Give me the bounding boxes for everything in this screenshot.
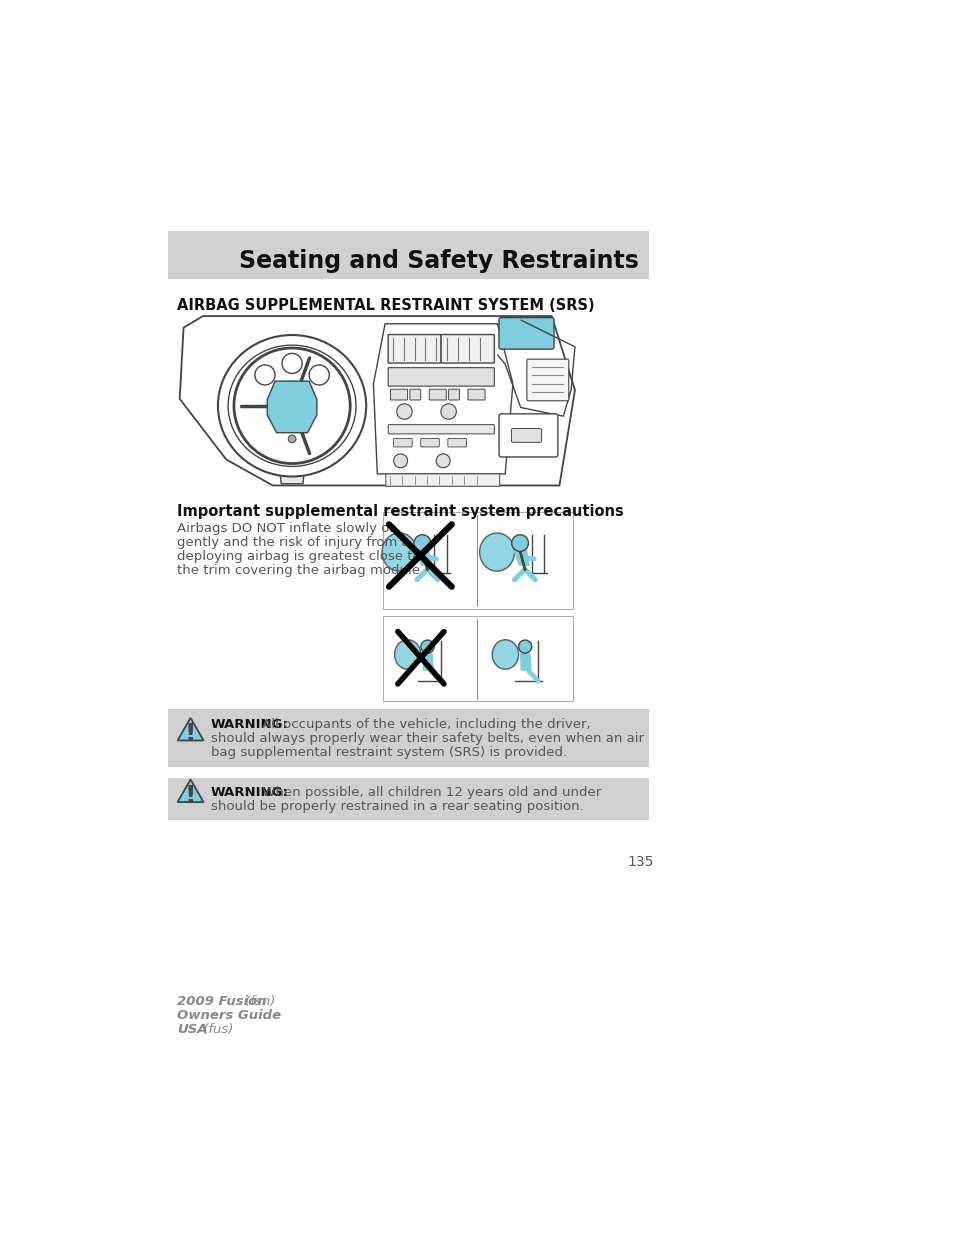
Ellipse shape — [395, 640, 420, 669]
Polygon shape — [415, 550, 432, 566]
Circle shape — [268, 382, 316, 430]
Text: USA: USA — [177, 1023, 208, 1036]
FancyBboxPatch shape — [410, 389, 420, 400]
Text: Owners Guide: Owners Guide — [177, 1009, 281, 1023]
Polygon shape — [179, 316, 575, 485]
Text: should be properly restrained in a rear seating position.: should be properly restrained in a rear … — [211, 799, 583, 813]
Polygon shape — [267, 382, 316, 432]
Circle shape — [309, 366, 329, 385]
Text: should always properly wear their safety belts, even when an air: should always properly wear their safety… — [211, 732, 643, 745]
Polygon shape — [513, 550, 529, 566]
Text: AIRBAG SUPPLEMENTAL RESTRAINT SYSTEM (SRS): AIRBAG SUPPLEMENTAL RESTRAINT SYSTEM (SR… — [177, 299, 595, 314]
Text: Important supplemental restraint system precautions: Important supplemental restraint system … — [177, 504, 623, 519]
Circle shape — [394, 454, 407, 468]
Ellipse shape — [228, 345, 355, 467]
Text: WARNING:: WARNING: — [211, 718, 288, 731]
Circle shape — [440, 404, 456, 419]
FancyBboxPatch shape — [168, 709, 648, 767]
FancyBboxPatch shape — [447, 438, 466, 447]
Ellipse shape — [217, 335, 366, 477]
Circle shape — [282, 353, 302, 373]
FancyBboxPatch shape — [390, 389, 407, 400]
Polygon shape — [519, 653, 531, 671]
Circle shape — [396, 404, 412, 419]
Circle shape — [511, 535, 528, 551]
FancyBboxPatch shape — [468, 389, 484, 400]
FancyBboxPatch shape — [168, 231, 648, 279]
FancyBboxPatch shape — [394, 438, 412, 447]
Circle shape — [288, 435, 295, 442]
Text: When possible, all children 12 years old and under: When possible, all children 12 years old… — [257, 785, 600, 799]
Ellipse shape — [492, 640, 518, 669]
FancyBboxPatch shape — [388, 425, 494, 433]
Text: 135: 135 — [627, 855, 654, 869]
Ellipse shape — [479, 534, 514, 571]
FancyBboxPatch shape — [448, 389, 459, 400]
Text: 2009 Fusion: 2009 Fusion — [177, 995, 267, 1008]
FancyBboxPatch shape — [385, 474, 499, 487]
Polygon shape — [373, 324, 513, 474]
Circle shape — [254, 366, 274, 385]
FancyBboxPatch shape — [511, 429, 541, 442]
FancyBboxPatch shape — [429, 389, 446, 400]
Circle shape — [518, 640, 531, 653]
FancyBboxPatch shape — [498, 414, 558, 457]
Text: gently and the risk of injury from a: gently and the risk of injury from a — [177, 536, 410, 550]
Circle shape — [420, 640, 434, 653]
Text: !: ! — [185, 722, 196, 746]
FancyBboxPatch shape — [168, 778, 648, 820]
FancyBboxPatch shape — [382, 513, 572, 609]
Polygon shape — [422, 653, 434, 671]
FancyBboxPatch shape — [388, 335, 494, 363]
Text: (fus): (fus) — [199, 1023, 233, 1036]
FancyBboxPatch shape — [388, 368, 494, 387]
Text: Seating and Safety Restraints: Seating and Safety Restraints — [239, 249, 639, 273]
Polygon shape — [177, 718, 203, 741]
Circle shape — [414, 535, 431, 551]
Circle shape — [233, 348, 350, 463]
Text: the trim covering the airbag module.: the trim covering the airbag module. — [177, 564, 424, 577]
FancyBboxPatch shape — [420, 438, 439, 447]
Text: (fsn): (fsn) — [241, 995, 275, 1008]
Text: All occupants of the vehicle, including the driver,: All occupants of the vehicle, including … — [257, 718, 590, 731]
Text: Airbags DO NOT inflate slowly or: Airbags DO NOT inflate slowly or — [177, 522, 395, 536]
Polygon shape — [278, 454, 306, 484]
FancyBboxPatch shape — [382, 616, 572, 701]
Text: deploying airbag is greatest close to: deploying airbag is greatest close to — [177, 550, 420, 563]
Text: WARNING:: WARNING: — [211, 785, 288, 799]
FancyBboxPatch shape — [498, 317, 554, 350]
FancyBboxPatch shape — [526, 359, 568, 401]
Text: bag supplemental restraint system (SRS) is provided.: bag supplemental restraint system (SRS) … — [211, 746, 566, 758]
Polygon shape — [177, 779, 203, 802]
Circle shape — [436, 454, 450, 468]
Ellipse shape — [381, 534, 416, 571]
Text: !: ! — [185, 784, 196, 808]
